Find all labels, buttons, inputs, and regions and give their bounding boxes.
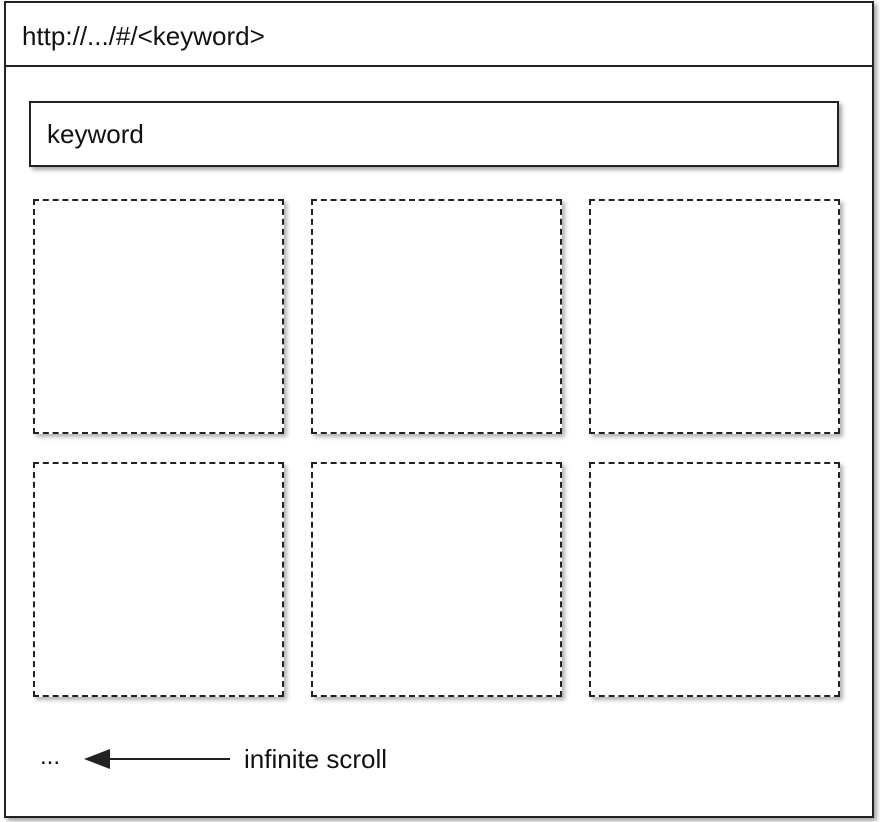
result-tile[interactable] bbox=[311, 462, 562, 697]
search-input[interactable]: keyword bbox=[29, 101, 839, 167]
result-tile[interactable] bbox=[589, 199, 840, 434]
more-results-ellipsis: ... bbox=[40, 743, 61, 770]
search-input-value: keyword bbox=[47, 119, 144, 149]
url-text: http://.../#/<keyword> bbox=[22, 21, 265, 51]
result-tile[interactable] bbox=[33, 462, 284, 697]
url-bar[interactable]: http://.../#/<keyword> bbox=[6, 3, 872, 67]
result-tile[interactable] bbox=[589, 462, 840, 697]
infinite-scroll-label: infinite scroll bbox=[244, 744, 388, 774]
result-tile[interactable] bbox=[33, 199, 284, 434]
result-tile[interactable] bbox=[311, 199, 562, 434]
